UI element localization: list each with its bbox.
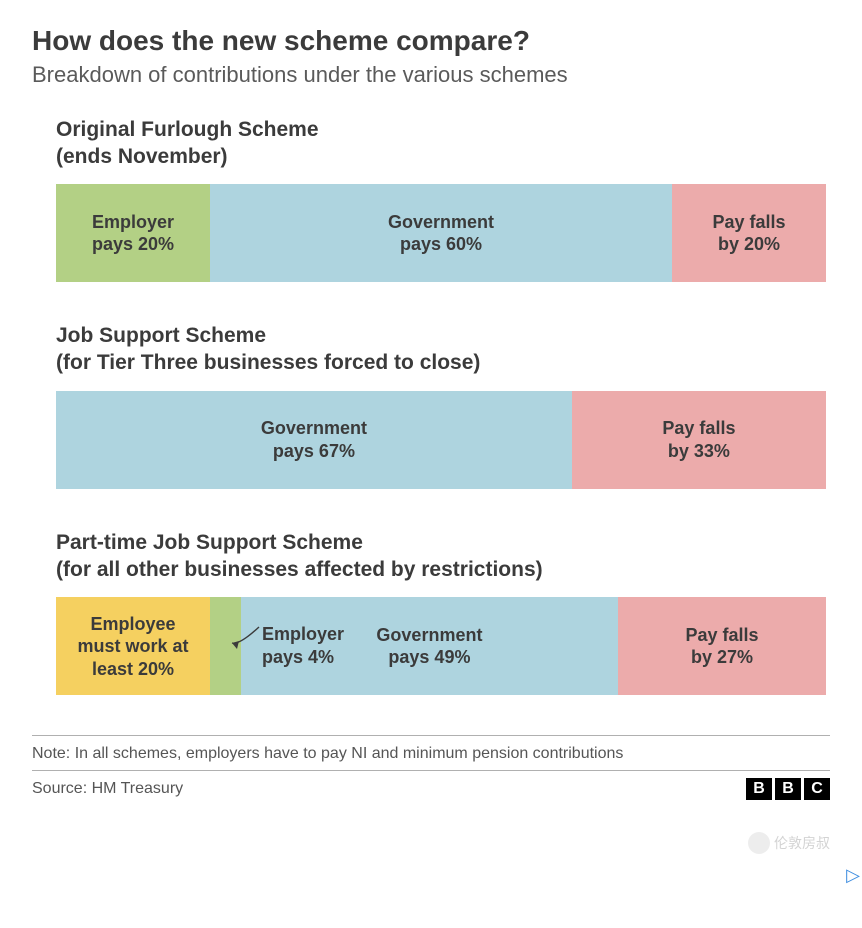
bbc-logo-b2: B [775, 778, 801, 800]
scheme-block: Original Furlough Scheme(ends November) E… [32, 116, 830, 283]
chart-footer: Note: In all schemes, employers have to … [32, 735, 830, 803]
bar-segment-payfall: Pay fallsby 20% [672, 184, 826, 282]
chart-subtitle: Breakdown of contributions under the var… [32, 62, 830, 88]
nav-arrow-icon: ▷ [846, 865, 860, 886]
scheme-block: Job Support Scheme(for Tier Three busine… [32, 322, 830, 489]
scheme-block: Part-time Job Support Scheme(for all oth… [32, 529, 830, 696]
footer-source: Source: HM Treasury [32, 780, 183, 798]
bbc-logo-b1: B [746, 778, 772, 800]
bar-segment-government: Governmentpays 60% [210, 184, 672, 282]
watermark-icon [748, 832, 770, 854]
stacked-bar: Employerpays 20%Governmentpays 60%Pay fa… [56, 184, 826, 282]
schemes-container: Original Furlough Scheme(ends November) E… [32, 116, 830, 696]
bar-segment-employee: Employeemust work atleast 20% [56, 597, 210, 695]
bar-segment-employer [210, 597, 241, 695]
watermark-text: 伦敦房叔 [774, 833, 830, 853]
watermark: 伦敦房叔 [748, 832, 830, 854]
stacked-bar: Employeemust work atleast 20% Employerpay… [56, 597, 826, 695]
scheme-title: Original Furlough Scheme(ends November) [56, 116, 830, 171]
bar-segment-payfall: Pay fallsby 27% [618, 597, 826, 695]
bar-segment-employer: Employerpays 20% [56, 184, 210, 282]
bar-segment-payfall: Pay fallsby 33% [572, 391, 826, 489]
bbc-logo-c: C [804, 778, 830, 800]
stacked-bar: Governmentpays 67%Pay fallsby 33% [56, 391, 826, 489]
bbc-logo: B B C [746, 778, 830, 800]
scheme-title: Job Support Scheme(for Tier Three busine… [56, 322, 830, 377]
chart-title: How does the new scheme compare? [32, 24, 830, 58]
segment-callout-label: Employerpays 4% [262, 623, 344, 668]
footer-note: Note: In all schemes, employers have to … [32, 745, 623, 763]
scheme-title: Part-time Job Support Scheme(for all oth… [56, 529, 830, 584]
bar-segment-government: Governmentpays 67% [56, 391, 572, 489]
